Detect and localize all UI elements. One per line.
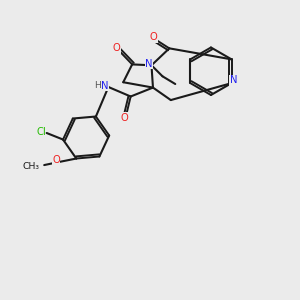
Text: O: O	[121, 113, 129, 123]
Text: H: H	[94, 81, 101, 90]
Text: N: N	[230, 75, 237, 85]
Text: O: O	[52, 155, 60, 165]
Text: Cl: Cl	[36, 127, 46, 136]
Text: N: N	[101, 80, 109, 91]
Text: CH₃: CH₃	[23, 162, 40, 171]
Text: O: O	[112, 43, 120, 53]
Text: N: N	[146, 59, 153, 69]
Text: O: O	[150, 32, 158, 42]
